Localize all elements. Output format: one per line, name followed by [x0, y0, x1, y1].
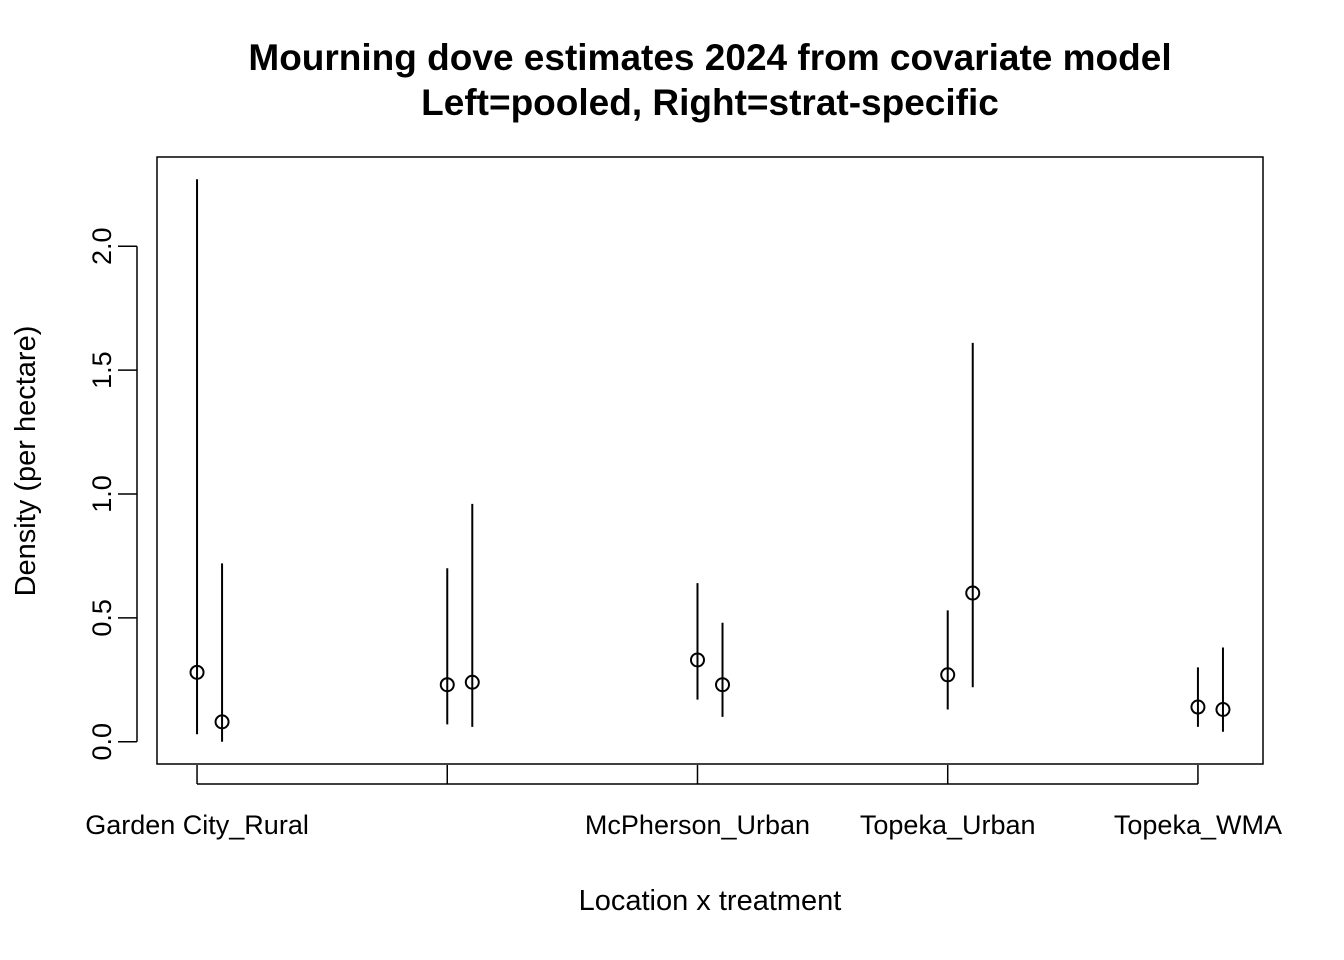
chart-subtitle: Left=pooled, Right=strat-specific — [421, 82, 999, 123]
y-axis: 0.0 0.5 1.0 1.5 2.0 — [87, 227, 138, 761]
estimate-point — [214, 714, 230, 730]
y-tick-label: 2.0 — [87, 227, 117, 265]
y-tick-label: 1.5 — [87, 351, 117, 389]
estimate-point — [965, 585, 981, 601]
y-tick-label: 0.5 — [87, 599, 117, 637]
estimate-point — [940, 667, 956, 683]
estimate-point — [1215, 701, 1231, 717]
x-tick-label: Topeka_WMA — [1114, 810, 1282, 840]
estimate-point — [439, 677, 455, 693]
estimate-point — [189, 664, 205, 680]
y-axis-title: Density (per hectare) — [10, 326, 42, 597]
y-tick-label: 0.0 — [87, 723, 117, 761]
estimate-point — [464, 674, 480, 690]
y-tick-label: 1.0 — [87, 475, 117, 513]
x-tick-label: Garden City_Rural — [85, 810, 309, 840]
x-axis: Garden City_Rural McPherson_Urban Topeka_U… — [85, 765, 1282, 840]
data-marks — [189, 179, 1231, 742]
x-tick-label: Topeka_Urban — [860, 810, 1036, 840]
estimate-point — [715, 677, 731, 693]
estimate-point — [689, 652, 705, 668]
chart-title: Mourning dove estimates 2024 from covari… — [248, 37, 1171, 78]
x-axis-title: Location x treatment — [579, 885, 842, 917]
estimate-point — [1190, 699, 1206, 715]
x-tick-label: McPherson_Urban — [585, 810, 810, 840]
plot-frame — [156, 156, 1264, 765]
